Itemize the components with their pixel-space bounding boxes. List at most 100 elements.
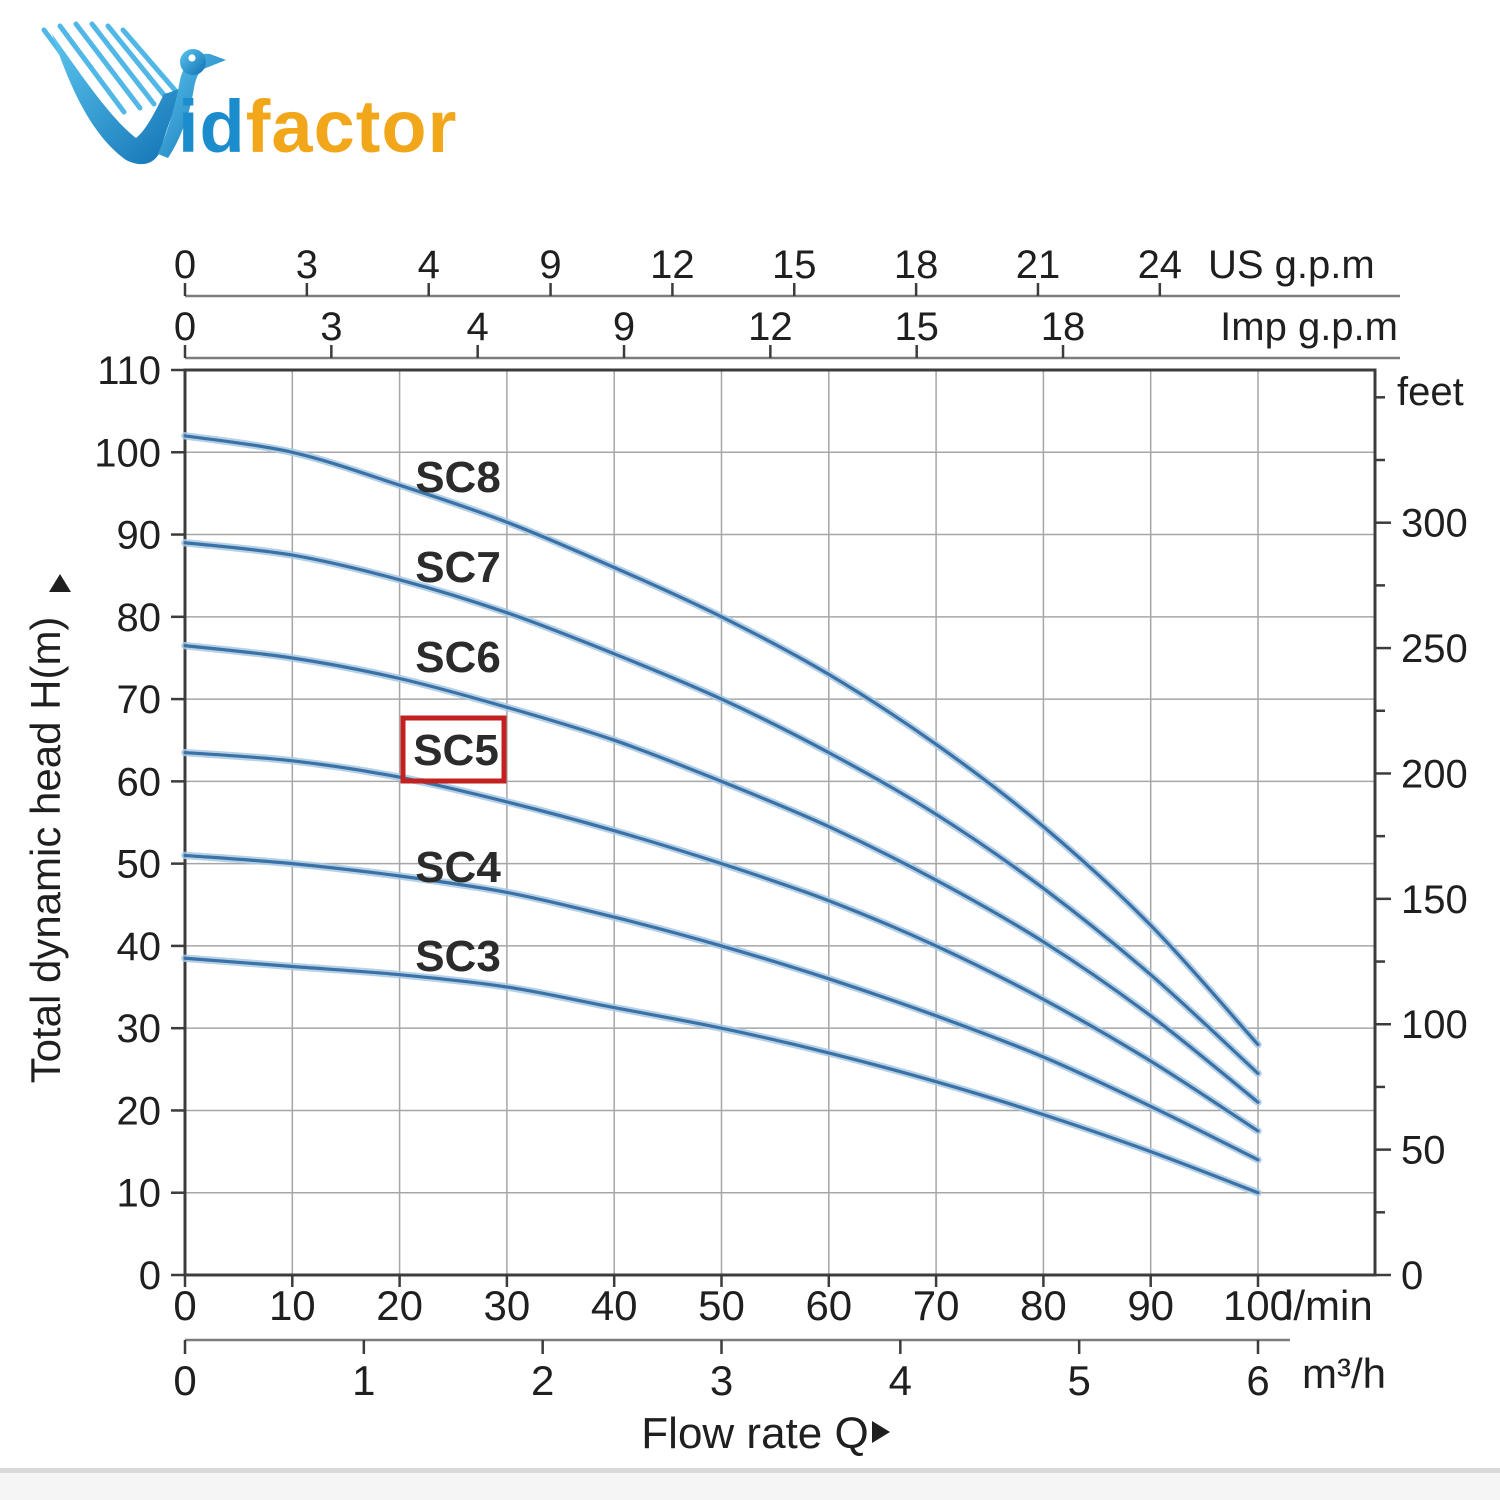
lmin-tick-label: 100 — [1223, 1282, 1293, 1329]
us-gpm-tick-label: 24 — [1138, 243, 1183, 287]
us-gpm-tick-label: 18 — [894, 243, 939, 287]
imp-gpm-tick-label: 12 — [748, 305, 793, 349]
feet-tick-label: 50 — [1401, 1129, 1446, 1173]
curve-label-sc4: SC4 — [415, 843, 501, 892]
us-gpm-tick-label: 12 — [650, 243, 695, 287]
bottom-edge-strip — [0, 1468, 1500, 1473]
x-axis-title-text: Flow rate Q — [641, 1409, 868, 1458]
m3h-tick-label: 3 — [710, 1357, 733, 1404]
curve-sc8 — [183, 434, 1260, 1047]
meters-tick-label: 70 — [117, 678, 162, 722]
axis-right-feet: 0 50 100 150 200 250 300 feet — [1375, 370, 1468, 1298]
curves — [181, 432, 1262, 1197]
y-axis-arrow-icon — [49, 574, 71, 592]
gridlines — [185, 370, 1375, 1275]
lmin-tick-label: 60 — [805, 1282, 852, 1329]
curve-label-sc6: SC6 — [415, 633, 501, 682]
meters-tick-label: 60 — [117, 760, 162, 804]
lmin-tick-label: 40 — [591, 1282, 638, 1329]
meters-tick-label: 50 — [117, 843, 162, 887]
us-gpm-tick-label: 9 — [539, 243, 561, 287]
curve-sc5 — [183, 750, 1260, 1133]
lmin-tick-label: 10 — [269, 1282, 316, 1329]
curve-label-sc8: SC8 — [415, 453, 501, 502]
lmin-tick-label: 90 — [1127, 1282, 1174, 1329]
vidfactor-logo: idfactor — [30, 18, 456, 188]
meters-tick-label: 30 — [117, 1007, 162, 1051]
bird-body — [52, 34, 188, 165]
lmin-tick-label: 50 — [698, 1282, 745, 1329]
m3h-tick-label: 1 — [352, 1357, 375, 1404]
feet-axis-label: feet — [1397, 370, 1464, 414]
feet-tick-label: 0 — [1401, 1254, 1423, 1298]
m3h-tick-label: 2 — [531, 1357, 554, 1404]
bird-eye — [188, 54, 196, 62]
plot-border — [183, 368, 1377, 1277]
meters-tick-label: 20 — [117, 1089, 162, 1133]
feet-tick-label: 250 — [1401, 627, 1468, 671]
meters-tick-label: 10 — [117, 1172, 162, 1216]
lmin-tick-label: 0 — [173, 1282, 196, 1329]
imp-gpm-tick-label: 18 — [1041, 305, 1086, 349]
axis-bottom-m3h: 0 1 2 3 4 5 6 m³/h — [173, 1338, 1386, 1404]
meters-tick-label: 40 — [117, 925, 162, 969]
curve-label-sc5: SC5 — [413, 726, 499, 775]
us-gpm-tick-label: 3 — [296, 243, 318, 287]
feet-tick-label: 200 — [1401, 752, 1468, 796]
sc5-highlight-box — [400, 715, 507, 784]
us-gpm-tick-label: 4 — [418, 243, 440, 287]
bird-logo-icon — [41, 21, 226, 165]
logo-text-factor: factor — [245, 85, 458, 168]
lmin-tick-label: 20 — [376, 1282, 423, 1329]
bottom-edge-area — [0, 1473, 1500, 1500]
y-axis-title: Total dynamic head H(m) — [22, 574, 71, 1083]
us-gpm-tick-label: 21 — [1016, 243, 1061, 287]
bird-head-top — [180, 49, 206, 75]
logo-text-id: id — [178, 85, 246, 168]
lmin-tick-label: 80 — [1020, 1282, 1067, 1329]
feet-tick-label: 100 — [1401, 1003, 1468, 1047]
curve-sc4 — [183, 853, 1260, 1162]
lmin-tick-label: 30 — [484, 1282, 531, 1329]
meters-tick-label: 0 — [139, 1254, 161, 1298]
us-gpm-tick-label: 0 — [174, 243, 196, 287]
m3h-tick-label: 5 — [1067, 1357, 1090, 1404]
imp-gpm-tick-label: 15 — [894, 305, 939, 349]
logo-wordmark: idfactor — [178, 84, 457, 169]
bird-head — [158, 53, 226, 158]
x-axis-arrow-icon — [872, 1421, 890, 1443]
curve-sc3 — [183, 956, 1260, 1195]
meters-tick-label: 100 — [94, 431, 161, 475]
m3h-axis-label: m³/h — [1302, 1350, 1386, 1397]
us-gpm-axis-label: US g.p.m — [1208, 243, 1375, 287]
feet-tick-label: 300 — [1401, 502, 1468, 546]
m3h-tick-label: 6 — [1246, 1357, 1269, 1404]
us-gpm-tick-label: 15 — [772, 243, 817, 287]
imp-gpm-tick-label: 9 — [613, 305, 635, 349]
imp-gpm-tick-label: 3 — [320, 305, 342, 349]
imp-gpm-tick-label: 4 — [467, 305, 489, 349]
curve-label-sc3: SC3 — [415, 932, 501, 981]
meters-tick-label: 90 — [117, 514, 162, 558]
imp-gpm-tick-label: 0 — [174, 305, 196, 349]
meters-tick-label: 110 — [97, 349, 161, 393]
imp-gpm-axis-label: Imp g.p.m — [1220, 305, 1398, 349]
lmin-axis-label: l/min — [1284, 1282, 1373, 1329]
curve-label-sc7: SC7 — [415, 543, 501, 592]
curve-labels: SC8 SC7 SC6 SC5 SC4 SC3 — [413, 453, 501, 981]
feet-tick-label: 150 — [1401, 878, 1468, 922]
x-axis-title: Flow rate Q — [641, 1409, 890, 1458]
axis-left-meters: 0 10 20 30 40 50 60 70 80 90 100 110 — [94, 349, 185, 1298]
meters-tick-label: 80 — [117, 596, 162, 640]
curve-sc7 — [183, 541, 1260, 1075]
axis-imp-gpm: 0 3 4 9 12 15 18 Imp g.p.m — [174, 305, 1400, 360]
y-axis-title-text: Total dynamic head H(m) — [22, 617, 69, 1084]
m3h-tick-label: 0 — [173, 1357, 196, 1404]
curve-sc6 — [183, 644, 1260, 1104]
m3h-tick-label: 4 — [889, 1357, 912, 1404]
lmin-tick-label: 70 — [913, 1282, 960, 1329]
axis-us-gpm: 0 3 4 9 12 15 18 21 24 US g.p.m — [174, 243, 1400, 298]
